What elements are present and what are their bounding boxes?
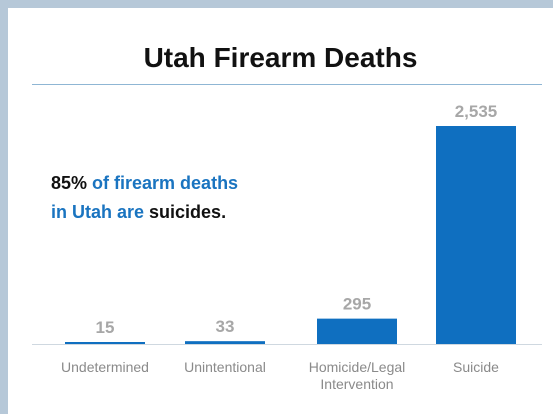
value-label: 15 [96,318,115,337]
callout-text: 85% of firearm deaths in Utah are suicid… [51,169,238,227]
callout-line-2: in Utah are suicides. [51,198,238,227]
value-label: 2,535 [455,102,498,121]
callout-suicides: suicides. [144,202,227,222]
title-divider [32,84,542,85]
chart-title: Utah Firearm Deaths [143,42,418,73]
callout-percent: 85% [51,173,88,193]
category-label: Undetermined [61,359,149,375]
callout-phrase-1: of firearm deaths [87,173,239,193]
category-label: Intervention [320,376,393,392]
bar-chart: 15 Undetermined 33 Unintentional 295 Homicide… [32,102,542,392]
bar-unintentional [185,341,265,344]
bar-homicide-legal-intervention [317,318,397,344]
chart-card: Utah Firearm Deaths 85% of firearm death… [8,8,553,414]
value-label: 33 [216,317,235,336]
value-label: 295 [343,295,371,314]
category-label: Unintentional [184,359,266,375]
bar-undetermined [65,342,145,344]
callout-line-1: 85% of firearm deaths [51,169,238,198]
callout-phrase-2: in Utah are [51,202,145,222]
category-label: Suicide [453,359,499,375]
bar-suicide [436,126,516,344]
category-label: Homicide/Legal [309,359,406,375]
